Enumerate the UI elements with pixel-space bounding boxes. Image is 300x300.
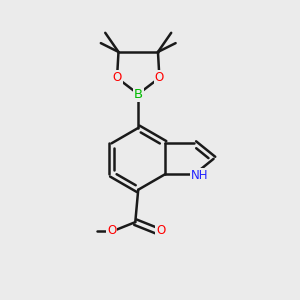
Text: B: B [134, 88, 143, 100]
Text: O: O [155, 71, 164, 84]
Text: O: O [112, 71, 122, 84]
Text: O: O [107, 224, 116, 238]
Text: NH: NH [191, 169, 208, 182]
Text: O: O [156, 224, 166, 238]
